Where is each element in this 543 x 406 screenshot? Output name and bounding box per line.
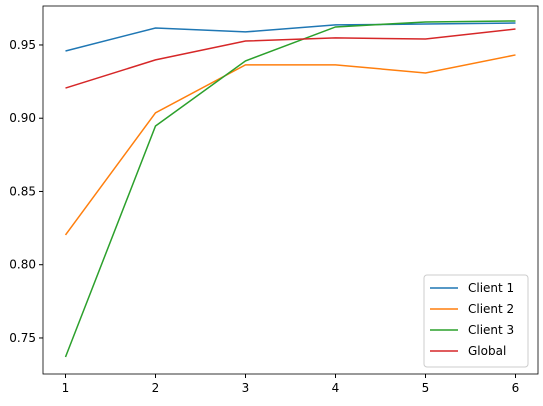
series-line bbox=[64, 20, 516, 358]
x-tick-label: 2 bbox=[152, 381, 160, 395]
legend-label: Client 2 bbox=[468, 302, 514, 316]
y-tick-label: 0.85 bbox=[9, 184, 36, 198]
legend-box bbox=[423, 274, 529, 368]
plot-frame bbox=[42, 5, 539, 375]
legend-label: Client 1 bbox=[468, 281, 514, 295]
x-tick-label: 4 bbox=[332, 381, 340, 395]
series-line bbox=[64, 54, 516, 236]
x-tick-label: 5 bbox=[422, 381, 430, 395]
legend-label: Client 3 bbox=[468, 323, 514, 337]
series-line bbox=[65, 22, 516, 52]
y-tick-label: 0.95 bbox=[9, 38, 36, 52]
legend: Client 1 Client 2 Client 3 Global bbox=[423, 274, 529, 368]
series-line bbox=[65, 28, 516, 89]
x-tick-label: 3 bbox=[242, 381, 250, 395]
x-tick-label: 6 bbox=[512, 381, 520, 395]
y-tick-label: 0.90 bbox=[9, 111, 36, 125]
y-tick-label: 0.75 bbox=[9, 331, 36, 345]
legend-label: Global bbox=[468, 344, 506, 358]
x-tick-label: 1 bbox=[62, 381, 70, 395]
y-tick-label: 0.80 bbox=[9, 258, 36, 272]
